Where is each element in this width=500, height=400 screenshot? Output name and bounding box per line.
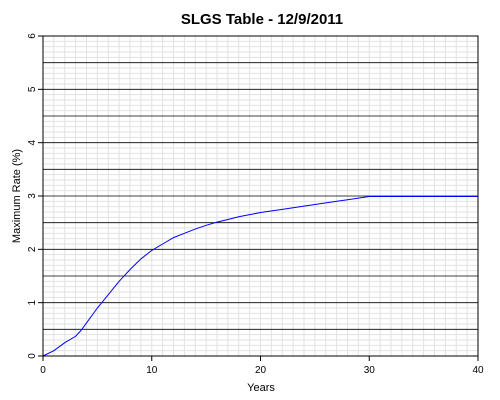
x-axis: 0 10 20 30 40 [40,356,484,376]
x-tick-label: 20 [255,365,267,376]
x-tick-label: 10 [146,365,158,376]
y-tick-label: 3 [27,193,38,199]
y-axis-label: Maximum Rate (%) [11,149,23,243]
chart-title: SLGS Table - 12/9/2011 [181,11,343,28]
y-tick-label: 4 [27,139,38,145]
y-tick-label: 5 [27,86,38,92]
x-tick-label: 0 [40,365,46,376]
y-tick-label: 6 [27,33,38,39]
x-tick-label: 40 [472,365,484,376]
y-tick-label: 0 [27,353,38,359]
y-tick-label: 2 [27,246,38,252]
series-layer [42,196,478,357]
y-tick-label: 1 [27,299,38,305]
x-tick-label: 30 [364,365,376,376]
series-line [42,196,478,357]
x-axis-label: Years [247,382,275,394]
y-axis: 0 1 2 3 4 5 6 [27,33,43,359]
major-grid [43,62,478,330]
